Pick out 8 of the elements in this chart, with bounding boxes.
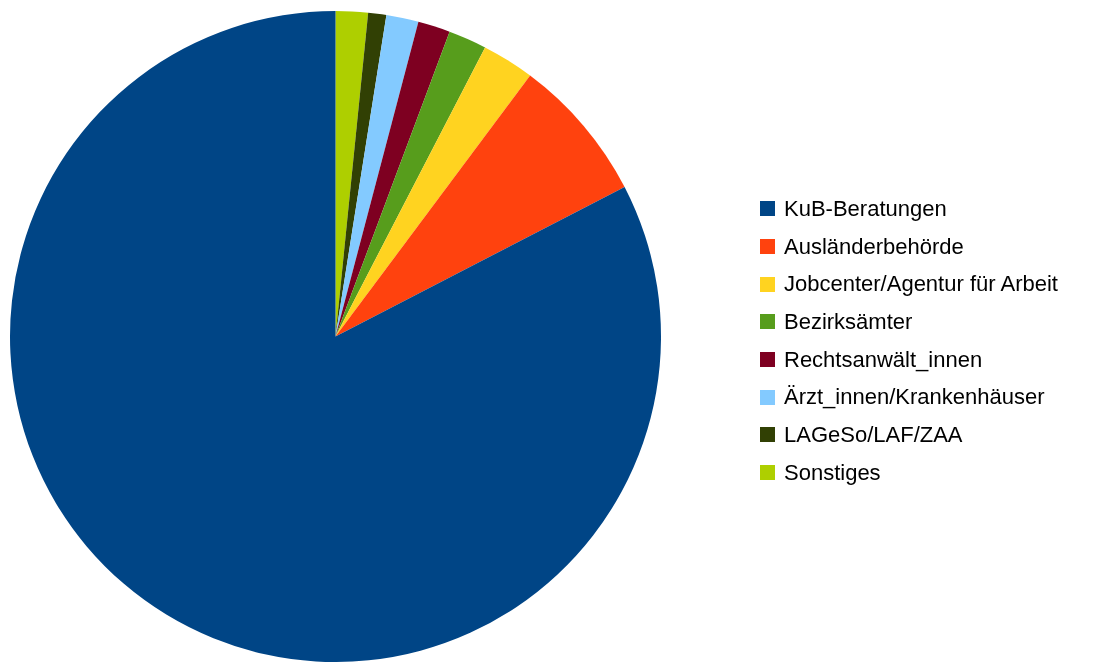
legend-label: Ärzt_innen/Krankenhäuser (784, 384, 1045, 411)
legend-label: KuB-Beratungen (784, 195, 947, 222)
legend-label: Bezirksämter (784, 308, 913, 335)
legend-label: Sonstiges (784, 459, 881, 486)
legend-label: LAGeSo/LAF/ZAA (784, 421, 963, 448)
legend-label: Rechtsanwält_innen (784, 346, 983, 373)
legend-label: Jobcenter/Agentur für Arbeit (784, 271, 1058, 298)
legend-label: Ausländerbehörde (784, 233, 964, 260)
